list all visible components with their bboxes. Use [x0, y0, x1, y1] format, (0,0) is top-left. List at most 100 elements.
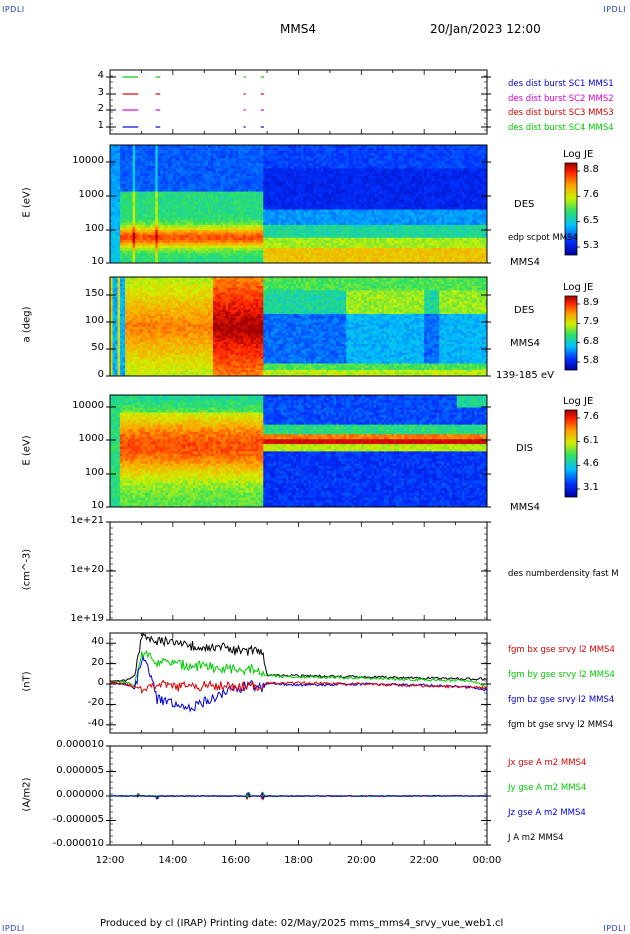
heatmap-cell [285, 247, 289, 251]
heatmap-cell [346, 145, 350, 148]
heatmap-cell [152, 188, 156, 192]
heatmap-cell [220, 193, 224, 197]
heatmap-cell [200, 204, 204, 207]
heatmap-cell [248, 211, 252, 215]
heatmap-cell [135, 237, 139, 241]
heatmap-cell [112, 227, 116, 231]
heatmap-cell [160, 232, 164, 236]
heatmap-cell [240, 250, 244, 254]
heatmap-cell [172, 145, 176, 148]
heatmap-cell [127, 201, 131, 205]
heatmap-cell [255, 160, 259, 164]
heatmap-cell [338, 180, 342, 184]
heatmap-cell [200, 209, 204, 213]
heatmap-cell [205, 155, 209, 159]
heatmap-cell [187, 229, 191, 233]
heatmap-cell [228, 209, 232, 213]
heatmap-cell [321, 155, 325, 159]
heatmap-cell [293, 224, 297, 228]
heatmap-cell [263, 239, 267, 243]
heatmap-cell [270, 206, 274, 210]
heatmap-cell [208, 198, 211, 202]
heatmap-cell [132, 245, 136, 249]
heatmap-cell [190, 155, 194, 159]
heatmap-cell [208, 201, 211, 205]
heatmap-cell [303, 188, 307, 192]
heatmap-cell [361, 183, 365, 187]
heatmap-cell [200, 193, 204, 197]
heatmap-cell [210, 155, 214, 159]
heatmap-cell [220, 155, 224, 159]
heatmap-cell [371, 239, 375, 243]
heatmap-cell [152, 204, 156, 207]
heatmap-cell [326, 145, 330, 148]
heatmap-cell [132, 178, 136, 182]
heatmap-cell [253, 227, 257, 231]
heatmap-cell [220, 260, 224, 264]
heatmap-cell [311, 216, 314, 220]
heatmap-cell [288, 196, 292, 200]
heatmap-cell [165, 204, 169, 207]
heatmap-cell [185, 147, 189, 151]
heatmap-cell [363, 150, 367, 154]
heatmap-cell [323, 209, 327, 213]
heatmap-cell [278, 191, 282, 195]
heatmap-cell [316, 160, 319, 164]
heatmap-cell [373, 201, 377, 205]
heatmap-cell [238, 178, 242, 182]
heatmap-cell [245, 160, 249, 164]
heatmap-cell [190, 170, 194, 174]
heatmap-cell [120, 165, 123, 169]
heatmap-cell [255, 183, 259, 187]
heatmap-cell [192, 168, 196, 172]
heatmap-cell [205, 227, 209, 231]
heatmap-cell [358, 188, 362, 192]
heatmap-cell [235, 239, 239, 243]
heatmap-cell [371, 250, 375, 254]
heatmap-cell [172, 204, 176, 207]
heatmap-cell [248, 250, 252, 254]
heatmap-cell [341, 186, 345, 190]
heatmap-cell [368, 180, 372, 184]
heatmap-cell [323, 165, 327, 169]
heatmap-cell [371, 204, 375, 207]
heatmap-cell [351, 173, 355, 177]
heatmap-cell [285, 216, 289, 220]
heatmap-cell [311, 250, 314, 254]
heatmap-cell [270, 229, 274, 233]
heatmap-cell [157, 247, 161, 251]
heatmap-cell [248, 260, 252, 264]
heatmap-cell [122, 229, 126, 233]
heatmap-cell [240, 175, 244, 179]
heatmap-cell [202, 206, 206, 210]
heatmap-cell [190, 219, 194, 223]
heatmap-cell [341, 180, 345, 184]
heatmap-cell [338, 237, 342, 241]
heatmap-cell [122, 257, 126, 261]
heatmap-cell [208, 157, 211, 161]
heatmap-cell [218, 204, 221, 207]
heatmap-cell [200, 170, 204, 174]
heatmap-cell [228, 260, 232, 264]
heatmap-cell [253, 188, 257, 192]
heatmap-cell [130, 252, 134, 256]
heatmap-cell [197, 165, 201, 169]
heatmap-cell [301, 239, 304, 243]
heatmap-cell [243, 204, 247, 207]
heatmap-cell [265, 232, 269, 236]
heatmap-cell [150, 214, 154, 218]
heatmap-cell [361, 191, 365, 195]
heatmap-cell [358, 150, 362, 154]
heatmap-cell [208, 183, 211, 187]
heatmap-cell [160, 204, 164, 207]
heatmap-cell [152, 237, 156, 241]
heatmap-cell [210, 260, 214, 264]
heatmap-cell [298, 160, 302, 164]
heatmap-cell [338, 229, 342, 233]
heatmap-cell [341, 257, 345, 261]
heatmap-cell [150, 155, 154, 159]
heatmap-cell [303, 175, 307, 179]
heatmap-cell [192, 160, 196, 164]
heatmap-cell [157, 237, 161, 241]
heatmap-cell [366, 157, 370, 161]
